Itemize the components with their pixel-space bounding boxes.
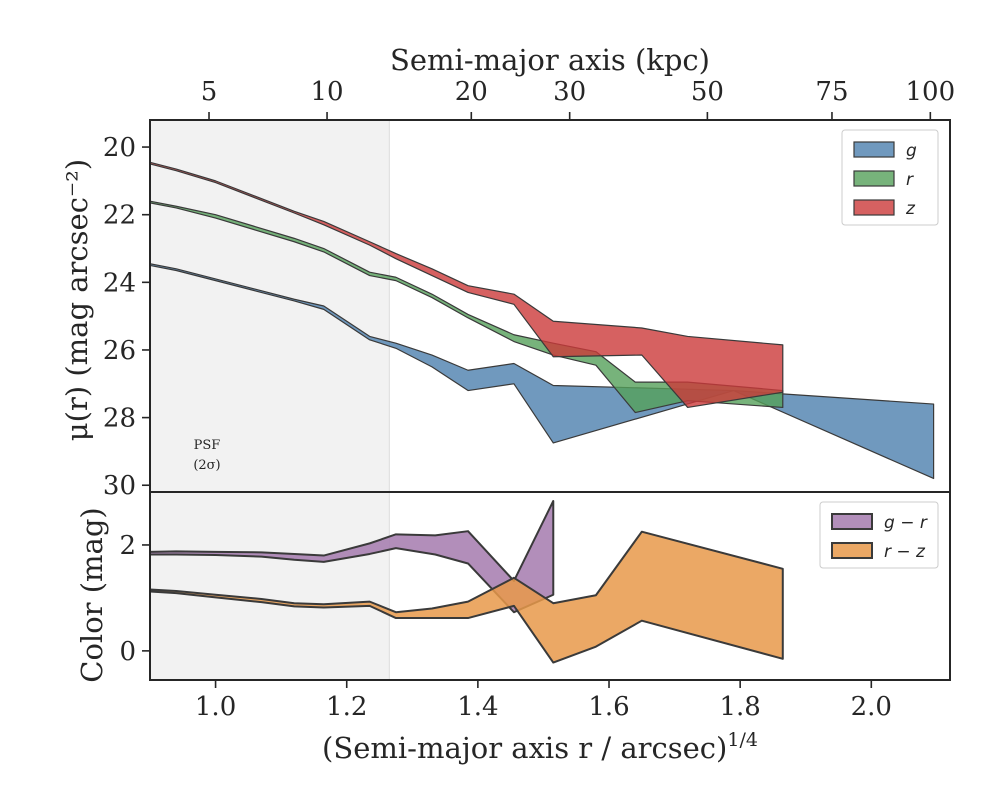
- legend-label-g-minus-r: g − r: [884, 513, 928, 533]
- y-tick-label: 24: [103, 268, 136, 298]
- surface-brightness-bands: [149, 161, 935, 480]
- legend-label-r: r: [906, 170, 914, 190]
- surface-brightness-ylabel: μ(r) (mag arcsec⁻²): [60, 159, 94, 441]
- bottom-x-ticks: 1.0 1.2 1.4 1.6 1.8 2.0: [195, 680, 892, 722]
- top-x-tick-label: 5: [201, 77, 218, 107]
- x-tick-label: 2.0: [851, 692, 892, 722]
- x-tick-label: 1.8: [719, 692, 760, 722]
- psf-label: PSF: [194, 438, 221, 453]
- surface-brightness-panel: 20 22 24 26 28 30 5 10 20 30 50 75 100 PSF (2σ) grz: [103, 77, 955, 501]
- legend-label-g: g: [906, 141, 917, 161]
- top-x-tick-label: 30: [553, 77, 586, 107]
- y-tick-label: 20: [103, 133, 136, 163]
- legend-swatch-g-minus-r: [831, 513, 873, 530]
- bottom-plot-frame: [149, 491, 951, 681]
- x-tick-label: 1.2: [326, 692, 367, 722]
- top-y-ticks: 20 22 24 26 28 30: [103, 133, 150, 501]
- y-tick-label: 2: [119, 531, 136, 561]
- color-bands: [149, 500, 784, 664]
- color-panel: 02 1.0 1.2 1.4 1.6 1.8 2.0 g − rr − z: [119, 491, 951, 722]
- band-g: [149, 263, 935, 480]
- top-x-tick-label: 50: [691, 77, 724, 107]
- legend-swatch-r-minus-z: [831, 542, 873, 559]
- y-tick-label: 22: [103, 201, 136, 231]
- band-r-minus-z: [149, 530, 784, 664]
- legend-label-r-minus-z: r − z: [884, 542, 926, 562]
- band-g-minus-r: [149, 500, 555, 614]
- psf-shaded-region-color: [150, 492, 390, 680]
- band-legend: grz: [841, 129, 939, 226]
- top-x-tick-label: 20: [455, 77, 488, 107]
- x-tick-label: 1.4: [457, 692, 498, 722]
- x-tick-label: 1.0: [195, 692, 236, 722]
- top-x-tick-label: 75: [815, 77, 848, 107]
- y-tick-label: 26: [103, 336, 136, 366]
- y-tick-label: 30: [103, 471, 136, 501]
- top-x-tick-label: 100: [906, 77, 956, 107]
- bottom-axis-title-exponent: 1/4: [727, 729, 758, 751]
- legend-swatch-g: [853, 141, 895, 158]
- color-legend: g − r r − z: [819, 501, 939, 569]
- color-ylabel: Color (mag): [75, 507, 109, 682]
- bottom-axis-title: (Semi-major axis r / arcsec): [322, 731, 727, 765]
- legend-label-z: z: [905, 199, 916, 219]
- y-tick-label: 0: [119, 637, 136, 667]
- psf-shaded-region: [150, 120, 390, 492]
- legend-swatch-z: [853, 199, 895, 216]
- top-kpc-ticks: 5 10 20 30 50 75 100: [201, 77, 955, 120]
- bottom-axis-title-group: (Semi-major axis r / arcsec)1/4: [322, 729, 758, 765]
- x-tick-label: 1.6: [588, 692, 629, 722]
- bottom-y-ticks: 02: [119, 531, 150, 667]
- top-axis-title: Semi-major axis (kpc): [390, 43, 710, 77]
- psf-label-sigma: (2σ): [193, 458, 220, 473]
- y-tick-label: 28: [103, 404, 136, 434]
- band-z: [149, 161, 784, 409]
- legend-swatch-r: [853, 170, 895, 187]
- top-x-tick-label: 10: [311, 77, 344, 107]
